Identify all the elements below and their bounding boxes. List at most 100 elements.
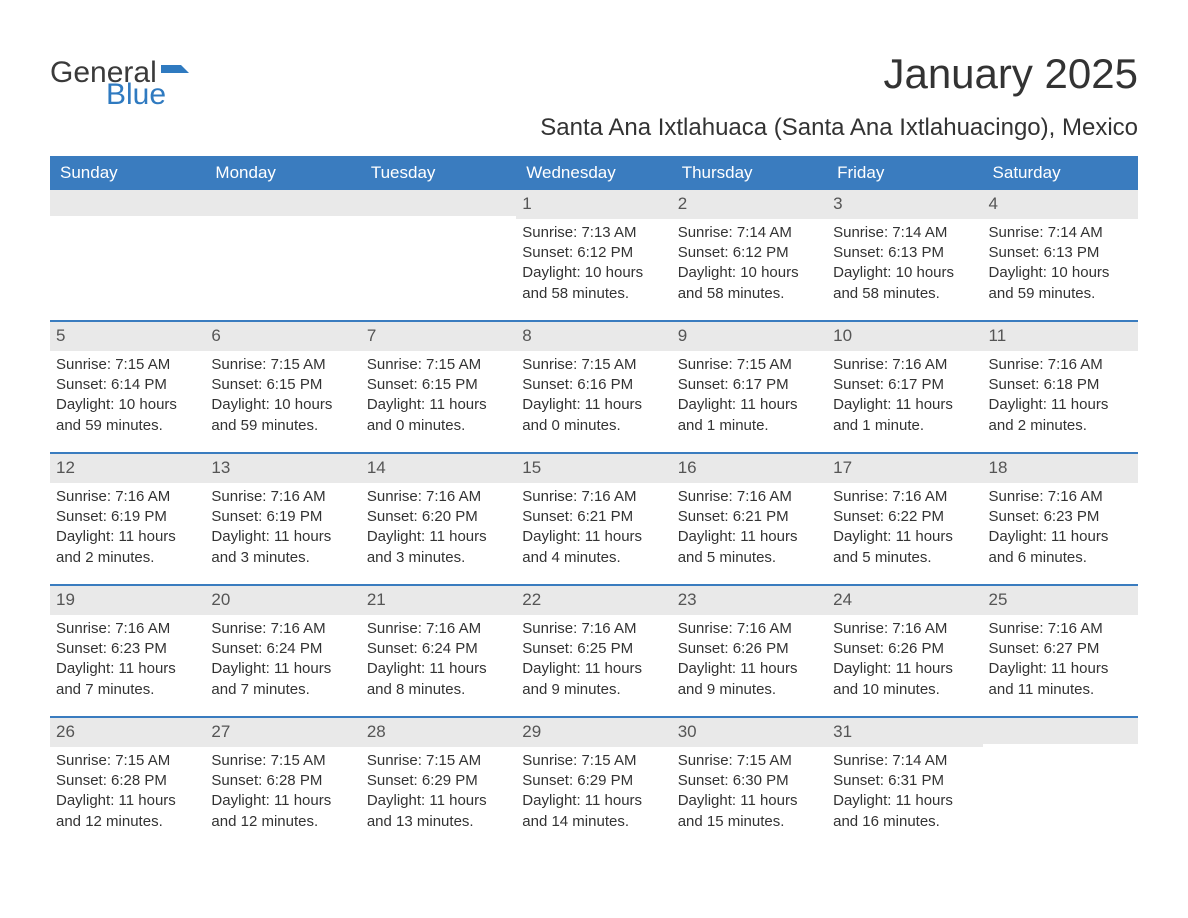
day-body: Sunrise: 7:16 AMSunset: 6:27 PMDaylight:… [983,615,1138,708]
day-number: 20 [205,586,360,615]
daylight-line-2: and 3 minutes. [367,548,510,568]
day-number: 24 [827,586,982,615]
sunrise-line: Sunrise: 7:16 AM [678,487,821,507]
sunrise-line: Sunrise: 7:16 AM [56,619,199,639]
day-number: 19 [50,586,205,615]
sunrise-line: Sunrise: 7:16 AM [678,619,821,639]
day-number: 30 [672,718,827,747]
sunset-line: Sunset: 6:21 PM [678,507,821,527]
day-cell: 9Sunrise: 7:15 AMSunset: 6:17 PMDaylight… [672,322,827,452]
day-cell: 5Sunrise: 7:15 AMSunset: 6:14 PMDaylight… [50,322,205,452]
sunset-line: Sunset: 6:24 PM [367,639,510,659]
day-cell: 18Sunrise: 7:16 AMSunset: 6:23 PMDayligh… [983,454,1138,584]
sunset-line: Sunset: 6:15 PM [367,375,510,395]
day-number [361,190,516,216]
sunrise-line: Sunrise: 7:16 AM [833,487,976,507]
day-body: Sunrise: 7:14 AMSunset: 6:31 PMDaylight:… [827,747,982,840]
day-number: 13 [205,454,360,483]
daylight-line-1: Daylight: 10 hours [678,263,821,283]
day-body: Sunrise: 7:16 AMSunset: 6:17 PMDaylight:… [827,351,982,444]
daylight-line-1: Daylight: 11 hours [522,659,665,679]
daylight-line-1: Daylight: 11 hours [522,395,665,415]
sunset-line: Sunset: 6:23 PM [989,507,1132,527]
day-cell: 1Sunrise: 7:13 AMSunset: 6:12 PMDaylight… [516,190,671,320]
day-number: 29 [516,718,671,747]
day-number [983,718,1138,744]
daylight-line-2: and 2 minutes. [989,416,1132,436]
daylight-line-2: and 1 minute. [833,416,976,436]
daylight-line-2: and 59 minutes. [56,416,199,436]
daylight-line-1: Daylight: 11 hours [833,791,976,811]
daylight-line-1: Daylight: 11 hours [833,395,976,415]
daylight-line-2: and 10 minutes. [833,680,976,700]
day-body: Sunrise: 7:15 AMSunset: 6:15 PMDaylight:… [205,351,360,444]
page-title: January 2025 [883,50,1138,98]
day-number: 8 [516,322,671,351]
day-body: Sunrise: 7:16 AMSunset: 6:23 PMDaylight:… [50,615,205,708]
day-cell: 11Sunrise: 7:16 AMSunset: 6:18 PMDayligh… [983,322,1138,452]
sunset-line: Sunset: 6:19 PM [56,507,199,527]
day-number: 23 [672,586,827,615]
day-number: 2 [672,190,827,219]
daylight-line-2: and 12 minutes. [56,812,199,832]
daylight-line-1: Daylight: 11 hours [989,659,1132,679]
day-number: 12 [50,454,205,483]
sunrise-line: Sunrise: 7:13 AM [522,223,665,243]
sunrise-line: Sunrise: 7:16 AM [211,619,354,639]
daylight-line-1: Daylight: 11 hours [367,395,510,415]
day-cell: 28Sunrise: 7:15 AMSunset: 6:29 PMDayligh… [361,718,516,848]
daylight-line-1: Daylight: 11 hours [678,527,821,547]
daylight-line-2: and 59 minutes. [211,416,354,436]
day-body: Sunrise: 7:16 AMSunset: 6:24 PMDaylight:… [205,615,360,708]
day-body: Sunrise: 7:16 AMSunset: 6:19 PMDaylight:… [205,483,360,576]
daylight-line-1: Daylight: 11 hours [211,791,354,811]
sunrise-line: Sunrise: 7:16 AM [211,487,354,507]
day-cell: 3Sunrise: 7:14 AMSunset: 6:13 PMDaylight… [827,190,982,320]
day-body: Sunrise: 7:16 AMSunset: 6:21 PMDaylight:… [516,483,671,576]
day-body: Sunrise: 7:15 AMSunset: 6:28 PMDaylight:… [50,747,205,840]
day-body: Sunrise: 7:15 AMSunset: 6:30 PMDaylight:… [672,747,827,840]
sunrise-line: Sunrise: 7:14 AM [989,223,1132,243]
sunrise-line: Sunrise: 7:14 AM [678,223,821,243]
daylight-line-1: Daylight: 11 hours [989,527,1132,547]
daylight-line-1: Daylight: 10 hours [56,395,199,415]
day-cell: 15Sunrise: 7:16 AMSunset: 6:21 PMDayligh… [516,454,671,584]
day-number: 16 [672,454,827,483]
day-number: 11 [983,322,1138,351]
day-body: Sunrise: 7:14 AMSunset: 6:12 PMDaylight:… [672,219,827,312]
daylight-line-2: and 58 minutes. [678,284,821,304]
day-cell [983,718,1138,848]
sunset-line: Sunset: 6:18 PM [989,375,1132,395]
day-body: Sunrise: 7:15 AMSunset: 6:28 PMDaylight:… [205,747,360,840]
sunrise-line: Sunrise: 7:15 AM [211,751,354,771]
daylight-line-2: and 8 minutes. [367,680,510,700]
daylight-line-1: Daylight: 11 hours [367,791,510,811]
daylight-line-1: Daylight: 11 hours [833,659,976,679]
sunrise-line: Sunrise: 7:16 AM [989,487,1132,507]
sunset-line: Sunset: 6:16 PM [522,375,665,395]
sunset-line: Sunset: 6:17 PM [833,375,976,395]
sunset-line: Sunset: 6:31 PM [833,771,976,791]
logo-text-blue: Blue [106,78,166,111]
day-body: Sunrise: 7:15 AMSunset: 6:29 PMDaylight:… [361,747,516,840]
day-number: 3 [827,190,982,219]
daylight-line-2: and 7 minutes. [211,680,354,700]
daylight-line-2: and 11 minutes. [989,680,1132,700]
day-cell: 22Sunrise: 7:16 AMSunset: 6:25 PMDayligh… [516,586,671,716]
sunrise-line: Sunrise: 7:14 AM [833,223,976,243]
daylight-line-1: Daylight: 11 hours [367,659,510,679]
day-number: 5 [50,322,205,351]
sunset-line: Sunset: 6:17 PM [678,375,821,395]
daylight-line-2: and 4 minutes. [522,548,665,568]
daylight-line-2: and 16 minutes. [833,812,976,832]
daylight-line-2: and 58 minutes. [522,284,665,304]
day-number: 9 [672,322,827,351]
sunrise-line: Sunrise: 7:15 AM [367,355,510,375]
daylight-line-1: Daylight: 11 hours [678,791,821,811]
sunset-line: Sunset: 6:13 PM [833,243,976,263]
sunset-line: Sunset: 6:22 PM [833,507,976,527]
weekday-sunday: Sunday [50,156,205,190]
daylight-line-2: and 5 minutes. [678,548,821,568]
sunset-line: Sunset: 6:29 PM [367,771,510,791]
day-cell: 6Sunrise: 7:15 AMSunset: 6:15 PMDaylight… [205,322,360,452]
